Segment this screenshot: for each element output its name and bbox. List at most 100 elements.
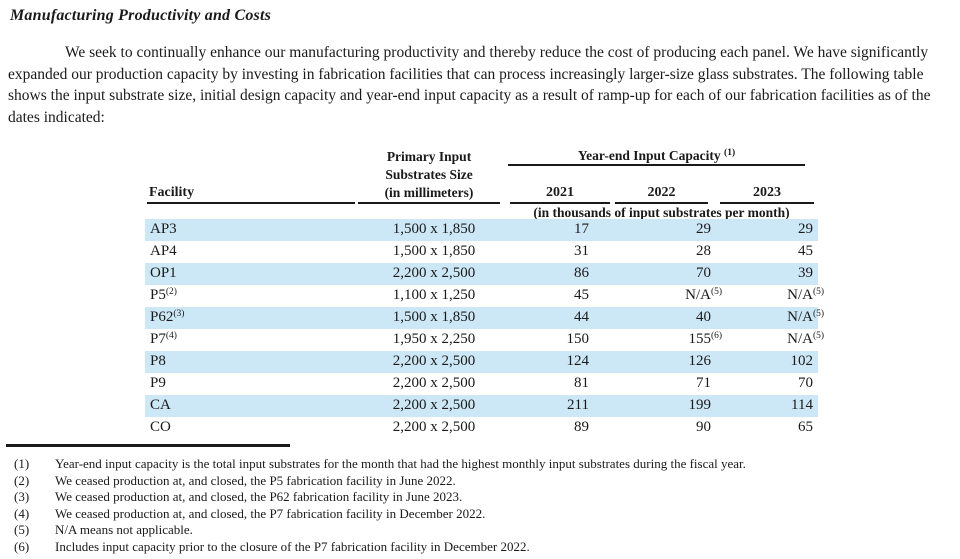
capacity-2022-cell: 199 xyxy=(688,397,712,413)
capacity-2022-cell: N/A(5) xyxy=(685,287,723,303)
capacity-2021-cell: 89 xyxy=(574,419,589,435)
footnote-text: We ceased production at, and closed, the… xyxy=(55,489,463,505)
year-header-2021: 2021 xyxy=(510,184,610,204)
footnote-item: (1) Year-end input capacity is the total … xyxy=(14,456,954,473)
capacity-2022-cell: 28 xyxy=(696,243,711,259)
capacity-table: Facility Primary Input Substrates Size (… xyxy=(145,148,825,439)
capacity-2023-cell: 114 xyxy=(791,397,813,413)
table-row: CO 2,200 x 2,500 89 90 65 xyxy=(145,417,818,439)
footnote-item: (6) Includes input capacity prior to the … xyxy=(14,539,954,556)
footnote-marker: (6) xyxy=(14,538,30,554)
capacity-2023-cell: N/A(5) xyxy=(787,331,825,347)
footnote-text: N/A means not applicable. xyxy=(55,522,193,538)
substrate-size-cell: 1,950 x 2,250 xyxy=(392,331,476,347)
capacity-2021-cell: 86 xyxy=(574,265,589,281)
substrate-size-cell: 2,200 x 2,500 xyxy=(392,419,476,435)
capacity-2021-cell: 150 xyxy=(566,331,590,347)
substrate-size-cell: 1,500 x 1,850 xyxy=(392,309,476,325)
footnote-marker: (1) xyxy=(14,456,30,471)
footnote-item: (5) N/A means not applicable. xyxy=(14,522,954,539)
size-header-line2: Substrates Size xyxy=(385,167,473,182)
table-row: OP1 2,200 x 2,500 86 70 39 xyxy=(145,263,818,285)
facility-cell: CO xyxy=(150,419,171,435)
capacity-2023-cell: 45 xyxy=(798,243,813,259)
footnote-separator-line xyxy=(6,444,290,447)
table-row: AP4 1,500 x 1,850 31 28 45 xyxy=(145,241,818,263)
facility-cell: P9 xyxy=(150,375,166,391)
facility-cell: AP4 xyxy=(150,243,177,259)
capacity-2021-cell: 211 xyxy=(567,397,589,413)
substrate-size-cell: 2,200 x 2,500 xyxy=(392,375,476,391)
footnote-ref: (2) xyxy=(165,287,177,297)
intro-paragraph: We seek to continually enhance our manuf… xyxy=(8,44,931,127)
footnote-ref-1: (1) xyxy=(724,148,736,158)
capacity-2021-cell: 124 xyxy=(566,353,590,369)
facility-cell: P5(2) xyxy=(150,287,177,303)
facility-cell: AP3 xyxy=(150,221,177,237)
capacity-2021-cell: 17 xyxy=(574,221,589,237)
table-row: P5(2) 1,100 x 1,250 45 N/A(5) N/A(5) xyxy=(145,285,825,307)
capacity-2023-cell: 70 xyxy=(798,375,813,391)
footnote-ref: (4) xyxy=(165,331,177,341)
footnote-ref: (3) xyxy=(173,309,185,319)
facility-cell: CA xyxy=(150,397,171,413)
footnotes-list: (1) Year-end input capacity is the total … xyxy=(14,456,954,556)
substrate-size-cell: 1,500 x 1,850 xyxy=(392,243,476,259)
size-column-header: Primary Input Substrates Size (in millim… xyxy=(358,148,500,204)
substrate-size-cell: 2,200 x 2,500 xyxy=(392,353,476,369)
capacity-2023-cell: N/A(5) xyxy=(787,287,825,303)
table-body: AP3 1,500 x 1,850 17 29 29 AP4 1,500 x 1,850 31… xyxy=(145,219,825,439)
footnote-marker: (4) xyxy=(14,505,30,521)
table-row: P62(3) 1,500 x 1,850 44 40 N/A(5) xyxy=(145,307,825,329)
substrate-size-cell: 1,500 x 1,850 xyxy=(392,221,476,237)
facility-cell: P62(3) xyxy=(150,309,185,325)
substrate-size-cell: 2,200 x 2,500 xyxy=(392,265,476,281)
capacity-group-header: Year-end Input Capacity (1) xyxy=(508,148,805,166)
capacity-2022-cell: 70 xyxy=(696,265,711,281)
footnote-item: (4) We ceased production at, and closed, … xyxy=(14,506,954,523)
capacity-2023-cell: 65 xyxy=(798,419,813,435)
facility-cell: P7(4) xyxy=(150,331,177,347)
footnote-text: We ceased production at, and closed, the… xyxy=(55,505,486,521)
facility-cell: OP1 xyxy=(150,265,177,281)
unit-note: (in thousands of input substrates per mo… xyxy=(533,205,790,220)
size-header-line1: Primary Input xyxy=(386,149,472,164)
capacity-2023-cell: N/A(5) xyxy=(787,309,825,325)
capacity-2022-cell: 155(6) xyxy=(688,331,723,347)
capacity-2021-cell: 81 xyxy=(574,375,589,391)
year-header-2022: 2022 xyxy=(615,184,708,204)
capacity-2022-cell: 90 xyxy=(696,419,711,435)
capacity-2021-cell: 31 xyxy=(574,243,589,259)
capacity-2021-cell: 44 xyxy=(574,309,589,325)
size-header-line3: (in millimeters) xyxy=(384,185,474,200)
capacity-2022-cell: 40 xyxy=(696,309,711,325)
facility-cell: P8 xyxy=(150,353,166,369)
substrate-size-cell: 1,100 x 1,250 xyxy=(392,287,476,303)
footnote-marker: (3) xyxy=(14,489,30,505)
capacity-group-label: Year-end Input Capacity xyxy=(577,148,721,163)
capacity-2023-cell: 39 xyxy=(798,265,813,281)
year-header-2023: 2023 xyxy=(720,184,814,204)
table-row: CA 2,200 x 2,500 211 199 114 xyxy=(145,395,818,417)
table-header: Facility Primary Input Substrates Size (… xyxy=(145,148,818,219)
footnote-text: We ceased production at, and closed, the… xyxy=(55,472,456,488)
footnote-marker: (2) xyxy=(14,472,30,488)
capacity-2022-cell: 29 xyxy=(696,221,711,237)
capacity-2023-cell: 29 xyxy=(798,221,813,237)
capacity-2022-cell: 71 xyxy=(696,375,711,391)
footnote-marker: (5) xyxy=(14,522,30,538)
footnote-item: (2) We ceased production at, and closed, … xyxy=(14,473,954,490)
table-row: AP3 1,500 x 1,850 17 29 29 xyxy=(145,219,818,241)
page-title: Manufacturing Productivity and Costs xyxy=(10,7,272,24)
capacity-2022-cell: 126 xyxy=(688,353,712,369)
footnote-text: Includes input capacity prior to the clo… xyxy=(55,538,530,554)
footnote-item: (3) We ceased production at, and closed, … xyxy=(14,489,954,506)
footnote-text: Year-end input capacity is the total inp… xyxy=(55,456,746,471)
substrate-size-cell: 2,200 x 2,500 xyxy=(392,397,476,413)
capacity-2023-cell: 102 xyxy=(790,353,814,369)
table-row: P8 2,200 x 2,500 124 126 102 xyxy=(145,351,818,373)
table-row: P9 2,200 x 2,500 81 71 70 xyxy=(145,373,818,395)
table-row: P7(4) 1,950 x 2,250 150 155(6) N/A(5) xyxy=(145,329,825,351)
capacity-2021-cell: 45 xyxy=(574,287,589,303)
